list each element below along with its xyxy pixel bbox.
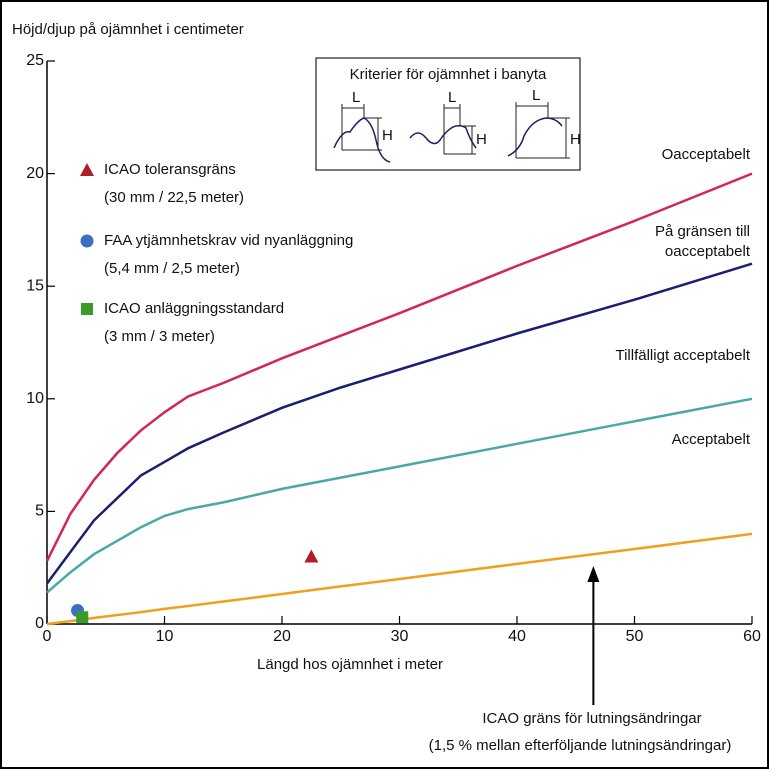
point-marker bbox=[76, 611, 89, 624]
series-label-box: Oacceptabelt bbox=[661, 146, 750, 163]
x-tick-label: 20 bbox=[273, 628, 291, 645]
x-tick-label: 50 bbox=[626, 628, 644, 645]
series-label-box: På gränsen till oacceptabelt bbox=[654, 223, 750, 260]
legend-marker bbox=[80, 234, 94, 248]
legend-detail: (5,4 mm / 2,5 meter) bbox=[104, 260, 240, 277]
legend-label: ICAO anläggningsstandard bbox=[104, 300, 284, 317]
series-label: Oacceptabelt bbox=[661, 146, 750, 163]
inset-h: H bbox=[476, 131, 487, 148]
legend-marker bbox=[81, 303, 93, 315]
inset-title: Kriterier för ojämnhet i banyta bbox=[350, 66, 547, 83]
x-tick-label: 0 bbox=[43, 628, 52, 645]
point-marker bbox=[304, 549, 319, 563]
series-label-box: Acceptabelt bbox=[671, 431, 750, 448]
series-line bbox=[46, 532, 753, 626]
series-line bbox=[45, 262, 753, 585]
inset-l: L bbox=[532, 87, 540, 104]
y-tick-label: 10 bbox=[26, 390, 44, 407]
x-tick-label: 40 bbox=[508, 628, 526, 645]
series-label-box: Tillfälligt acceptabelt bbox=[615, 347, 750, 364]
inset-h: H bbox=[570, 131, 581, 148]
inset-l: L bbox=[352, 89, 360, 106]
series-label: På gränsen till oacceptabelt bbox=[654, 223, 750, 260]
inset-dimensions bbox=[341, 102, 570, 159]
series-label: Acceptabelt bbox=[671, 431, 750, 448]
x-tick-label: 60 bbox=[743, 628, 761, 645]
legend-marker bbox=[80, 163, 94, 176]
series-line bbox=[45, 172, 753, 562]
annotation-title: ICAO gräns för lutningsändringar bbox=[482, 710, 701, 727]
legend-detail: (3 mm / 3 meter) bbox=[104, 328, 215, 345]
legend-detail: (30 mm / 22,5 meter) bbox=[104, 189, 244, 206]
y-tick-label: 0 bbox=[35, 615, 44, 632]
annotation-arrowhead bbox=[587, 566, 600, 582]
y-axis-title: Höjd/djup på ojämnhet i centimeter bbox=[12, 21, 244, 38]
annotation-detail: (1,5 % mellan efterföljande lutningsändr… bbox=[429, 737, 732, 754]
series-label: Tillfälligt acceptabelt bbox=[615, 347, 750, 364]
x-tick-label: 30 bbox=[391, 628, 409, 645]
legend-label: FAA ytjämnhetskrav vid nyanläggning bbox=[104, 232, 353, 249]
inset-l: L bbox=[448, 89, 456, 106]
inset-box bbox=[315, 57, 581, 171]
y-tick-label: 20 bbox=[26, 165, 44, 182]
x-tick-label: 10 bbox=[156, 628, 174, 645]
y-tick-label: 5 bbox=[35, 503, 44, 520]
y-tick-label: 15 bbox=[26, 277, 44, 294]
x-axis-title: Längd hos ojämnhet i meter bbox=[257, 656, 443, 673]
inset-h: H bbox=[382, 127, 393, 144]
legend-label: ICAO toleransgräns bbox=[104, 161, 236, 178]
y-tick-label: 25 bbox=[26, 52, 44, 69]
series-line bbox=[46, 397, 753, 594]
